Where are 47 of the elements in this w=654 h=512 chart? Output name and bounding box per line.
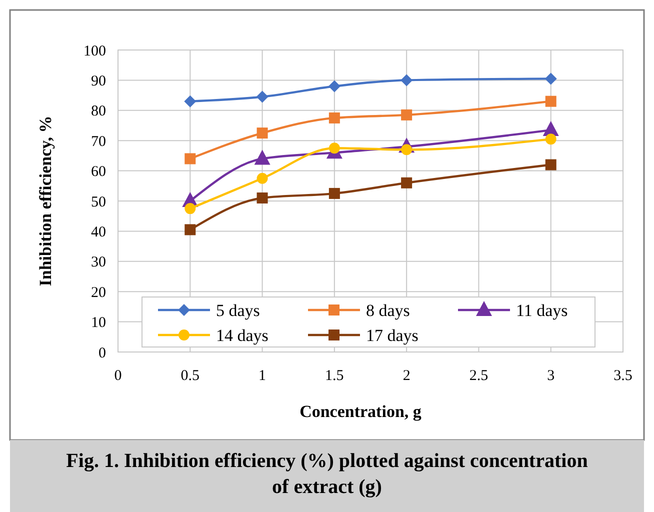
x-tick-label: 1.5 xyxy=(325,368,344,384)
y-tick-label: 30 xyxy=(91,254,106,271)
y-tick-label: 80 xyxy=(91,104,106,120)
point xyxy=(545,159,556,170)
x-tick-label: 3 xyxy=(547,368,555,384)
legend-label: 5 days xyxy=(216,300,260,320)
x-tick-label: 1 xyxy=(258,368,266,384)
point xyxy=(328,80,340,92)
text: Fig. 1. Inhibition efficiency (%) plotted against concentration of extract (g) xyxy=(65,449,589,500)
y-tick-label: 60 xyxy=(91,164,106,180)
point xyxy=(256,128,268,139)
point xyxy=(184,224,196,236)
point xyxy=(184,203,196,214)
point xyxy=(544,72,557,85)
legend-label: 14 days xyxy=(216,326,268,345)
x-tick-label: 3.5 xyxy=(614,368,632,384)
legend-label: 11 days xyxy=(516,300,568,320)
point xyxy=(545,134,556,145)
point xyxy=(400,74,413,86)
legend-label: 17 days xyxy=(366,326,418,345)
y-tick-label: 10 xyxy=(91,315,106,332)
point xyxy=(328,188,340,199)
x-tick-label: 2.5 xyxy=(469,368,488,384)
legend-label: 8 days xyxy=(366,300,410,320)
point xyxy=(545,96,556,107)
y-tick-label: 40 xyxy=(91,224,106,240)
y-tick-label: 0 xyxy=(98,345,106,362)
y-tick-label: 70 xyxy=(91,134,106,150)
point xyxy=(184,153,196,164)
x-tick-label: 2 xyxy=(402,368,410,384)
x-axis-title: Concentration, g xyxy=(300,402,422,421)
x-tick-label: 0 xyxy=(114,368,122,384)
point xyxy=(254,150,270,165)
y-tick-label: 100 xyxy=(84,43,106,60)
y-tick-label: 90 xyxy=(91,73,106,90)
point xyxy=(256,90,268,103)
y-tick-label: 50 xyxy=(91,194,106,210)
point xyxy=(401,177,412,188)
point xyxy=(328,142,340,154)
point xyxy=(328,112,340,124)
point xyxy=(401,109,412,120)
point xyxy=(256,172,268,184)
y-tick-label: 20 xyxy=(91,284,106,301)
point xyxy=(256,192,268,204)
x-tick-label: 0.5 xyxy=(180,368,200,384)
point xyxy=(184,95,196,108)
y-axis-title: Inhibition efficiency, % xyxy=(36,116,55,286)
